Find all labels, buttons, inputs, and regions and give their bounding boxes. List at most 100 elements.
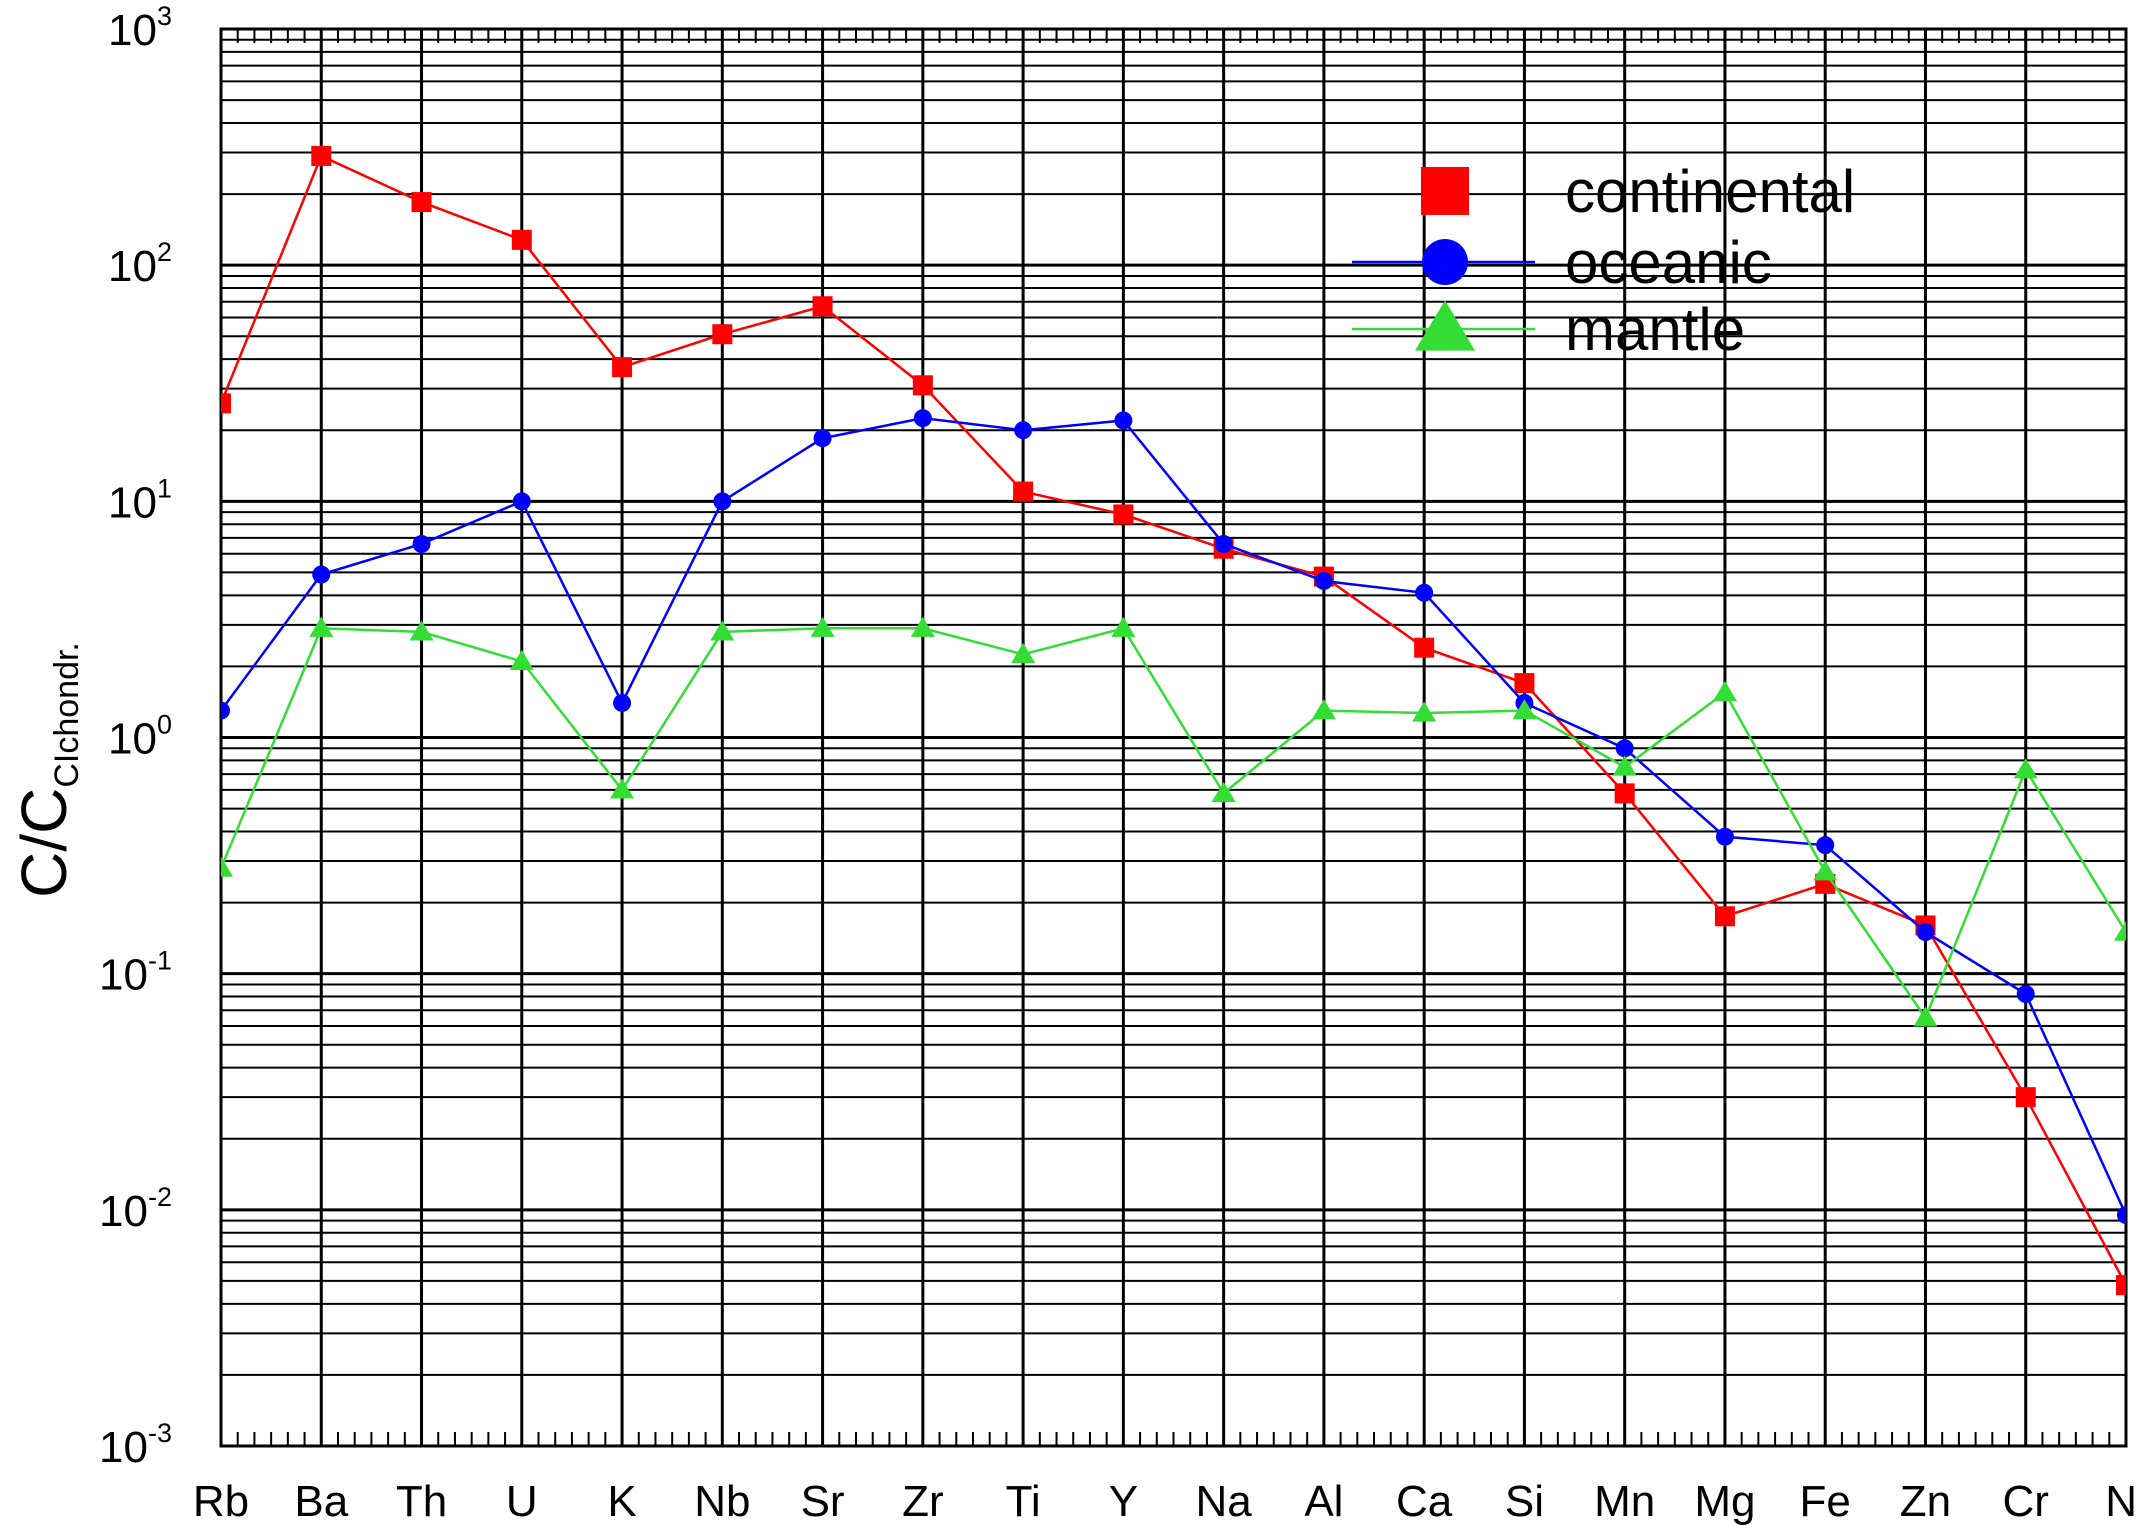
y-tick-base: 10 xyxy=(99,1187,148,1236)
data-point-continental xyxy=(1514,673,1535,694)
data-point-continental xyxy=(1013,481,1034,502)
data-point-oceanic xyxy=(913,409,932,428)
data-point-mantle xyxy=(1913,1006,1938,1027)
x-tick-label: Th xyxy=(396,1477,447,1526)
x-tick-label: Al xyxy=(1304,1477,1343,1526)
data-point-oceanic xyxy=(512,492,531,511)
series-mantle xyxy=(221,616,2126,1027)
data-point-mantle xyxy=(1412,701,1437,722)
data-point-continental xyxy=(712,324,733,345)
x-tick-label: Y xyxy=(1109,1477,1138,1526)
data-point-oceanic xyxy=(1114,411,1133,430)
x-tick-label: Ti xyxy=(1006,1477,1041,1526)
data-point-mantle xyxy=(610,778,635,799)
data-point-oceanic xyxy=(1916,923,1935,942)
data-point-mantle xyxy=(1011,642,1036,663)
data-point-mantle xyxy=(1311,699,1336,720)
y-tick-label: 10-1 xyxy=(99,946,172,1000)
x-tick-label: Sr xyxy=(801,1477,845,1526)
data-point-continental xyxy=(612,357,633,378)
y-tick-exponent: 2 xyxy=(157,237,172,267)
legend-label: oceanic xyxy=(1565,229,1772,296)
y-axis-label: C/CCIchondr. xyxy=(8,642,86,898)
data-point-continental xyxy=(1714,906,1735,927)
legend-item-mantle: mantle xyxy=(1352,296,1745,363)
data-point-oceanic xyxy=(2117,1206,2126,1225)
legend-marker xyxy=(1421,167,1469,215)
series-continental xyxy=(221,145,2126,1296)
data-point-continental xyxy=(1414,637,1435,658)
y-tick-base: 10 xyxy=(108,242,157,291)
x-tick-label: Nb xyxy=(694,1477,750,1526)
x-tick-label: Fe xyxy=(1800,1477,1851,1526)
y-tick-base: 10 xyxy=(99,951,148,1000)
x-tick-label: Zr xyxy=(902,1477,944,1526)
legend-marker xyxy=(1422,239,1468,285)
legend-label: mantle xyxy=(1565,296,1745,363)
y-tick-base: 10 xyxy=(108,715,157,764)
data-point-mantle xyxy=(1211,781,1236,802)
y-tick-exponent: -2 xyxy=(148,1182,172,1212)
x-axis-tick-labels: Rb Ba Th U K Nb Sr Zr Ti Y Na Al Ca Si Mn Mg Fe Zn Cr Ni xyxy=(193,1477,2138,1526)
y-tick-label: 10-3 xyxy=(99,1418,172,1472)
y-tick-base: 10 xyxy=(108,6,157,55)
data-point-mantle xyxy=(1512,699,1537,720)
y-tick-exponent: 3 xyxy=(157,1,172,31)
data-point-oceanic xyxy=(1314,571,1333,590)
y-axis-label-main: C/C xyxy=(8,788,80,898)
y-tick-label: 101 xyxy=(108,473,172,527)
data-point-continental xyxy=(912,375,933,396)
data-point-continental xyxy=(2116,1275,2126,1296)
data-point-continental xyxy=(511,229,532,250)
series-line-mantle xyxy=(221,626,2126,1021)
data-point-mantle xyxy=(1612,755,1637,776)
series-line-continental xyxy=(221,154,2126,1286)
y-axis-label-subscript: CIchondr. xyxy=(48,642,86,788)
data-point-mantle xyxy=(810,616,835,637)
data-point-oceanic xyxy=(1615,739,1634,758)
data-point-oceanic xyxy=(312,565,331,584)
data-point-mantle xyxy=(2114,920,2126,941)
data-point-oceanic xyxy=(713,492,732,511)
data-point-mantle xyxy=(2013,758,2038,779)
data-point-oceanic xyxy=(221,701,230,720)
data-point-mantle xyxy=(1813,860,1838,881)
x-tick-label: K xyxy=(607,1477,636,1526)
x-tick-label: Mn xyxy=(1594,1477,1655,1526)
data-point-oceanic xyxy=(2016,985,2035,1004)
data-point-oceanic xyxy=(412,534,431,553)
legend-marker xyxy=(1415,300,1475,351)
x-tick-label: Na xyxy=(1196,1477,1253,1526)
data-point-mantle xyxy=(509,649,534,671)
data-point-mantle xyxy=(1712,681,1737,702)
data-point-oceanic xyxy=(1415,583,1434,602)
x-tick-label: Zn xyxy=(1900,1477,1951,1526)
data-point-oceanic xyxy=(813,429,832,448)
x-tick-label: Ni xyxy=(2105,1477,2138,1526)
grid-minor xyxy=(221,38,2126,1376)
x-tick-label: U xyxy=(506,1477,538,1526)
y-tick-exponent: -3 xyxy=(148,1418,172,1448)
legend-label: continental xyxy=(1565,158,1855,225)
data-point-mantle xyxy=(409,620,434,641)
data-point-continental xyxy=(411,192,432,213)
data-point-oceanic xyxy=(613,693,632,712)
y-tick-base: 10 xyxy=(99,1423,148,1472)
data-point-continental xyxy=(1113,504,1134,525)
x-tick-label: Si xyxy=(1505,1477,1544,1526)
data-point-mantle xyxy=(910,616,935,637)
y-tick-base: 10 xyxy=(108,478,157,527)
data-point-continental xyxy=(812,296,833,317)
y-tick-label: 100 xyxy=(108,710,172,764)
y-tick-label: 102 xyxy=(108,237,172,291)
series-layer xyxy=(221,145,2126,1296)
data-point-oceanic xyxy=(1214,534,1233,553)
data-point-mantle xyxy=(710,620,735,641)
y-tick-exponent: -1 xyxy=(148,946,172,976)
data-point-continental xyxy=(221,393,231,414)
data-point-oceanic xyxy=(1014,421,1033,440)
data-point-oceanic xyxy=(1715,827,1734,846)
